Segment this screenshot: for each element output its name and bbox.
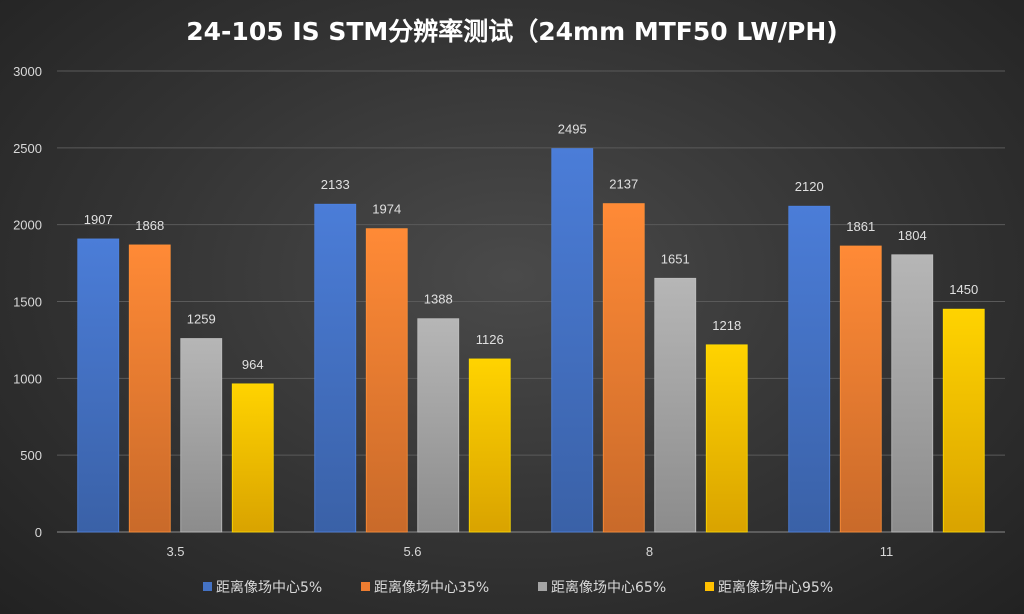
bar	[788, 205, 831, 533]
data-label: 2137	[609, 177, 638, 192]
data-label: 1388	[424, 292, 453, 307]
legend-label: 距离像场中心95%	[718, 579, 833, 596]
bar	[417, 318, 460, 533]
data-label: 1974	[372, 202, 401, 217]
x-tick-label: 3.5	[166, 544, 184, 559]
legend-swatch	[538, 582, 547, 591]
legend-swatch	[705, 582, 714, 591]
legend-swatch	[361, 582, 370, 591]
data-label: 1259	[187, 312, 216, 327]
legend: 距离像场中心5% 距离像场中心35% 距离像场中心65% 距离像场中心95%	[203, 579, 833, 596]
data-labels: 1907 1868 1259 964 2133 1974 1388 1126 2495 2137 1…	[84, 122, 978, 372]
bar	[942, 308, 985, 533]
y-tick-label: 1500	[13, 295, 42, 310]
y-tick-label: 3000	[13, 64, 42, 79]
data-label: 1126	[476, 332, 504, 347]
y-tick-label: 2000	[13, 218, 42, 233]
data-label: 1218	[712, 318, 741, 333]
data-label: 964	[242, 357, 264, 372]
bar	[231, 383, 274, 533]
x-tick-label: 11	[880, 544, 894, 559]
data-label: 1861	[846, 219, 875, 234]
y-axis: 0 500 1000 1500 2000 2500 3000	[13, 64, 42, 540]
data-label: 2120	[795, 179, 824, 194]
data-label: 1651	[661, 251, 690, 266]
bar	[77, 238, 120, 533]
y-tick-label: 2500	[13, 141, 42, 156]
data-label: 2495	[558, 122, 587, 137]
y-tick-label: 0	[35, 525, 42, 540]
legend-swatch	[203, 582, 212, 591]
bar	[705, 344, 748, 533]
bar	[128, 244, 171, 533]
bar	[891, 254, 934, 533]
bar	[839, 245, 882, 533]
x-tick-label: 5.6	[403, 544, 421, 559]
data-label: 1907	[84, 212, 113, 227]
bars	[77, 148, 985, 533]
x-axis: 3.5 5.6 8 11	[166, 544, 893, 559]
y-tick-label: 500	[20, 448, 42, 463]
chart-title: 24-105 IS STM分辨率测试（24mm MTF50 LW/PH)	[186, 17, 837, 46]
data-label: 1450	[949, 282, 978, 297]
bar	[365, 228, 408, 533]
legend-label: 距离像场中心5%	[216, 579, 322, 596]
bar	[602, 203, 645, 533]
data-label: 2133	[321, 177, 350, 192]
legend-label: 距离像场中心35%	[374, 579, 489, 596]
bar	[180, 338, 223, 533]
bar	[654, 277, 697, 533]
y-tick-label: 1000	[13, 371, 42, 386]
bar	[551, 148, 594, 533]
data-label: 1804	[898, 228, 927, 243]
legend-label: 距离像场中心65%	[551, 579, 666, 596]
data-label: 1868	[135, 218, 164, 233]
bar	[468, 358, 511, 533]
bar	[314, 203, 357, 533]
x-tick-label: 8	[646, 544, 653, 559]
